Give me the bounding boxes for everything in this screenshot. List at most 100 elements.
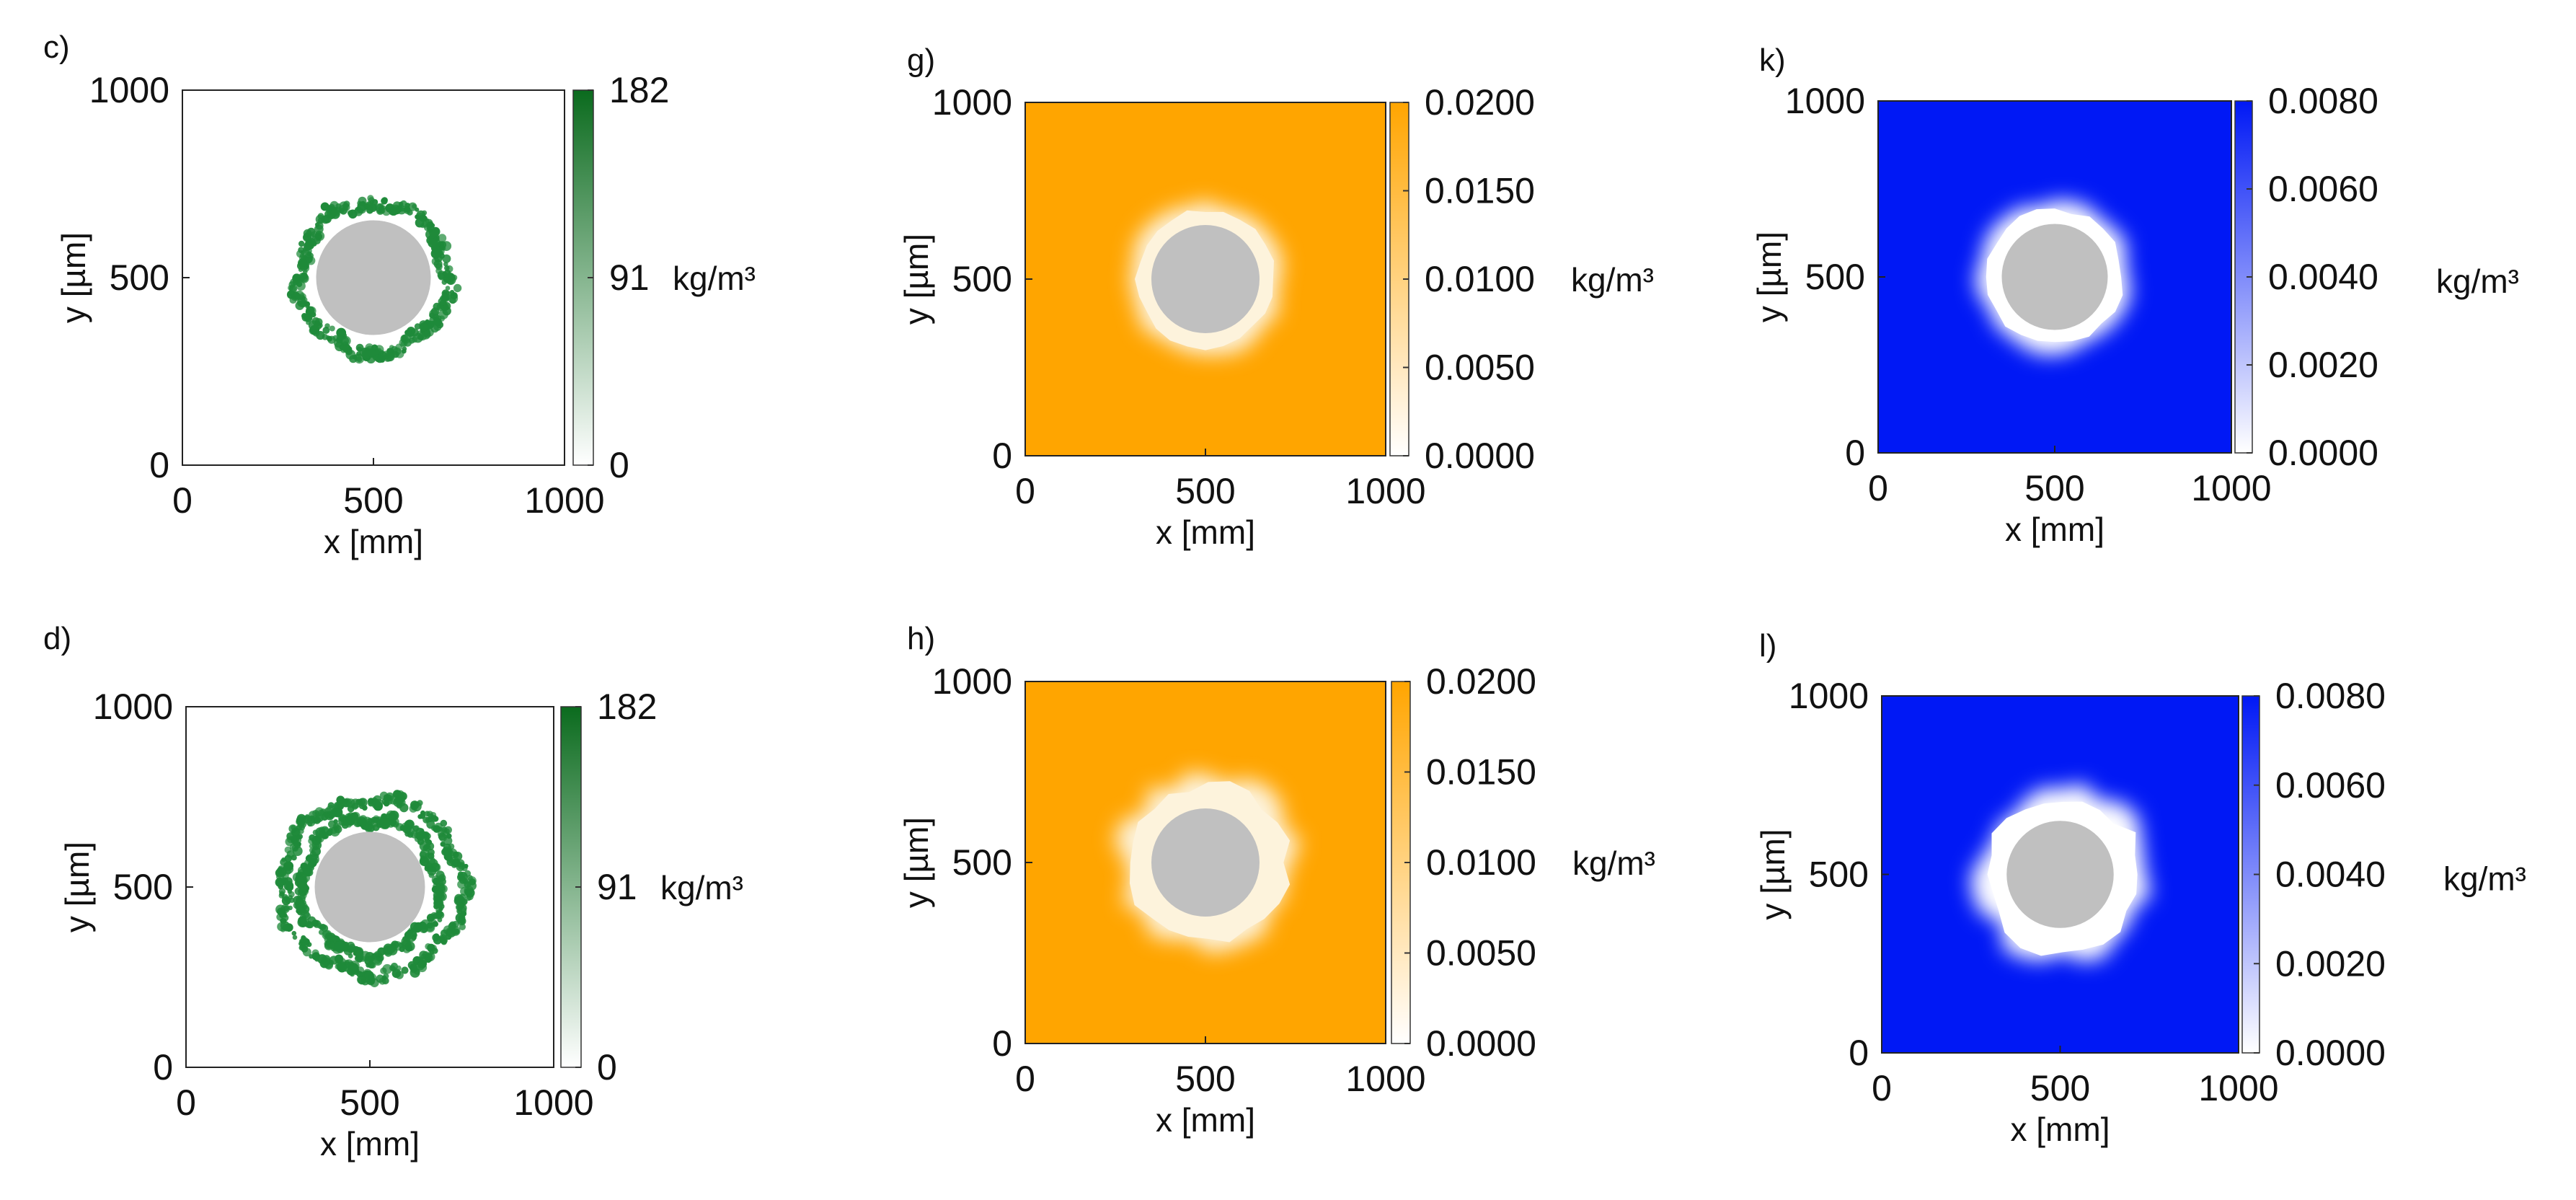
plot-area: [1025, 102, 1386, 456]
colorbar-tick-label: 0: [609, 445, 629, 485]
colorbar-tick-label: 0.0100: [1426, 842, 1536, 883]
y-tick-label: 0: [992, 436, 1012, 476]
plot-area: [186, 707, 554, 1067]
y-axis-label: y [µm]: [58, 842, 96, 932]
x-tick-label: 0: [1015, 1059, 1035, 1099]
panel-label: d): [43, 621, 71, 656]
y-tick-label: 1000: [1785, 81, 1865, 121]
colorbar-tick-label: 91: [597, 867, 637, 907]
y-tick-label: 500: [952, 259, 1012, 299]
colorbar-unit-label: kg/m³: [660, 869, 743, 906]
plot-area: [1882, 696, 2239, 1053]
y-axis-label: y [µm]: [898, 234, 935, 325]
x-tick-label: 500: [340, 1082, 399, 1123]
x-tick-label: 500: [2030, 1068, 2090, 1108]
colorbar-unit-label: kg/m³: [1572, 844, 1655, 882]
x-tick-label: 500: [1175, 1059, 1235, 1099]
colorbar-tick-label: 0.0050: [1426, 933, 1536, 974]
y-axis-label: y [µm]: [898, 817, 935, 908]
y-axis-label: y [µm]: [1750, 231, 1788, 322]
colorbar-tick-label: 0.0020: [2275, 943, 2386, 984]
plot-area: [1025, 681, 1386, 1044]
x-tick-label: 0: [1015, 471, 1035, 511]
colorbar-tick-label: 0.0000: [1425, 436, 1535, 476]
panel-label: g): [907, 43, 935, 78]
heatmap-panel-h: h) 0 500 1000 0 500 1000 x [mm] y [µm] 0.0000 0.00…: [898, 621, 1655, 1139]
obstacle-disk: [1151, 225, 1260, 333]
colorbar-tick-label: 0.0000: [2275, 1033, 2386, 1073]
x-axis-label: x [mm]: [1156, 513, 1255, 551]
y-tick-label: 1000: [932, 661, 1012, 702]
colorbar-tick-label: 0.0040: [2268, 257, 2378, 297]
x-tick-label: 500: [2024, 468, 2084, 508]
colorbar-unit-label: kg/m³: [2443, 860, 2526, 898]
y-tick-label: 0: [1845, 433, 1865, 473]
colorbar-tick-label: 0.0200: [1425, 82, 1535, 123]
x-tick-label: 500: [1175, 471, 1235, 511]
y-tick-label: 0: [149, 445, 169, 485]
panel-label: c): [43, 30, 70, 65]
x-tick-label: 1000: [1345, 1059, 1425, 1099]
obstacle-disk: [314, 831, 425, 943]
x-axis-label: x [mm]: [320, 1125, 420, 1162]
y-tick-label: 0: [153, 1047, 173, 1088]
colorbar-tick-label: 182: [597, 687, 657, 727]
colorbar-tick-label: 0.0020: [2268, 345, 2378, 385]
colorbar-tick-label: 0.0100: [1425, 259, 1535, 299]
x-axis-label: x [mm]: [2011, 1111, 2110, 1148]
deposit-ring: [286, 195, 462, 364]
x-tick-label: 1000: [2191, 468, 2271, 508]
colorbar-unit-label: kg/m³: [673, 260, 756, 297]
y-tick-label: 0: [1849, 1033, 1869, 1073]
colorbar-tick-label: 0.0000: [1426, 1023, 1536, 1064]
colorbar-tick-label: 91: [609, 257, 650, 298]
x-axis-label: x [mm]: [324, 523, 423, 560]
y-tick-label: 1000: [1789, 676, 1869, 716]
panel-label: l): [1759, 628, 1776, 663]
x-axis-label: x [mm]: [2005, 511, 2104, 548]
y-tick-label: 500: [113, 867, 173, 907]
plot-area: [1878, 101, 2231, 453]
x-axis-label: x [mm]: [1156, 1101, 1255, 1139]
heatmap-panel-l: l) 0 500 1000 0 500 1000 x [mm] y [µm] 0.0000 0.00…: [1754, 628, 2526, 1148]
colorbar-tick-label: 0.0080: [2275, 676, 2386, 716]
obstacle-disk: [2006, 821, 2114, 928]
colorbar-tick-label: 0.0200: [1426, 661, 1536, 702]
y-tick-label: 500: [952, 842, 1012, 883]
obstacle-disk: [316, 220, 431, 335]
colorbar-tick-label: 0.0050: [1425, 348, 1535, 388]
colorbar-tick-label: 0: [597, 1047, 617, 1088]
panel-label: k): [1759, 43, 1786, 78]
colorbar-tick-label: 0.0000: [2268, 433, 2378, 473]
colorbar-tick-label: 0.0150: [1425, 171, 1535, 211]
x-tick-label: 0: [176, 1082, 196, 1123]
y-axis-label: y [µm]: [1754, 829, 1792, 919]
x-tick-label: 0: [172, 480, 192, 521]
y-axis-label: y [µm]: [55, 232, 92, 323]
y-tick-label: 1000: [93, 687, 173, 727]
colorbar-unit-label: kg/m³: [1571, 261, 1654, 299]
colorbar-tick-label: 0.0040: [2275, 855, 2386, 895]
colorbar-unit-label: kg/m³: [2436, 262, 2519, 300]
colorbar-tick-label: 0.0060: [2268, 169, 2378, 209]
panel-label: h): [907, 621, 935, 656]
heatmap-panel-g: g) 0 500 1000 0 500 1000 x [mm] y [µm] 0.0000 0.00…: [898, 43, 1654, 551]
y-tick-label: 500: [1805, 257, 1865, 297]
obstacle-disk: [1151, 808, 1260, 917]
plot-area: [182, 90, 565, 465]
y-tick-label: 500: [110, 257, 169, 298]
heatmap-panel-k: k) 0 500 1000 0 500 1000 x [mm] y [µm] 0.0000 0.00…: [1750, 43, 2519, 548]
colorbar-tick-label: 0.0150: [1426, 752, 1536, 793]
obstacle-disk: [2001, 224, 2108, 330]
y-tick-label: 500: [1809, 855, 1869, 895]
x-tick-label: 1000: [524, 480, 604, 521]
deposit-ring: [275, 790, 477, 987]
colorbar-tick-label: 182: [609, 70, 669, 110]
x-tick-label: 0: [1868, 468, 1888, 508]
x-tick-label: 500: [343, 480, 403, 521]
colorbar-tick-label: 0.0060: [2275, 765, 2386, 806]
x-tick-label: 1000: [1345, 471, 1425, 511]
